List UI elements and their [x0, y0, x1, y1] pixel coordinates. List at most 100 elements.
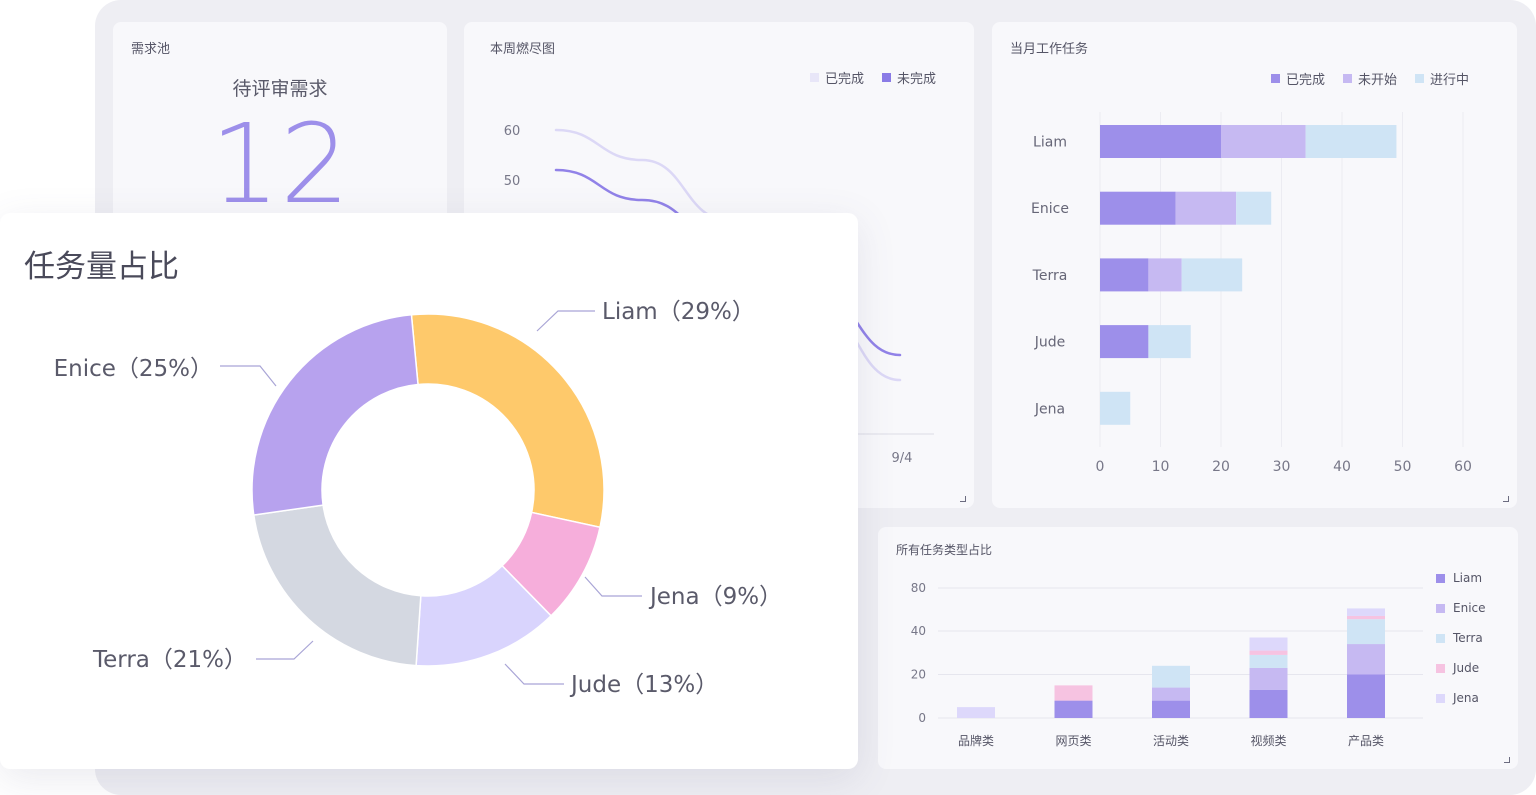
category-label: 活动类 — [1153, 734, 1189, 748]
category-label: Terra — [1032, 268, 1068, 284]
category-label: 网页类 — [1055, 734, 1091, 748]
legend-item: 未完成 — [881, 68, 936, 87]
slice-label: Enice（25%） — [54, 356, 213, 382]
resize-corner-icon[interactable] — [1503, 496, 1509, 502]
x-tick-label: 10 — [1152, 459, 1170, 475]
bar-segment — [1249, 667, 1288, 690]
y-tick-label: 0 — [918, 711, 926, 725]
bar-segment — [1148, 258, 1182, 292]
card-title: 当月工作任务 — [1010, 42, 1089, 57]
card-title: 所有任务类型占比 — [896, 543, 993, 557]
bar-segment — [1347, 615, 1385, 620]
category-label: Enice — [1031, 201, 1069, 217]
legend-swatch — [809, 73, 819, 82]
legend-label: Liam — [1453, 571, 1483, 585]
category-label: Jude — [1034, 335, 1066, 351]
legend-item: Jude — [1436, 661, 1486, 675]
bar-segment — [1152, 700, 1190, 718]
category-label: 品牌类 — [958, 734, 994, 748]
bar-segment — [1152, 687, 1190, 701]
x-tick-label: 60 — [1454, 459, 1472, 475]
slice-label: Jude（13%） — [569, 672, 718, 698]
legend-swatch — [881, 73, 891, 82]
x-tick-label: 9/4 — [892, 451, 913, 466]
legend-swatch — [1436, 573, 1445, 583]
legend-item: 进行中 — [1414, 69, 1469, 88]
bar-segment — [1100, 191, 1176, 225]
legend-swatch — [1414, 74, 1424, 83]
bar-segment — [1249, 689, 1288, 718]
resize-corner-icon[interactable] — [960, 496, 966, 502]
bar-segment — [1152, 665, 1190, 688]
bar-segment — [1347, 619, 1385, 645]
legend-label: 未完成 — [896, 72, 936, 87]
category-label: Liam — [1033, 135, 1067, 151]
legend-item: 已完成 — [1270, 69, 1325, 88]
legend-label: Jena — [1453, 691, 1479, 705]
leader-line — [584, 576, 642, 597]
legend-swatch — [1436, 633, 1445, 643]
legend-swatch — [1342, 74, 1352, 83]
slice-label: Terra（21%） — [92, 647, 247, 673]
pending-review-count: 12 — [210, 100, 350, 228]
slice-label: Jena（9%） — [648, 584, 782, 610]
leader-line — [504, 663, 564, 685]
legend-item: Enice — [1436, 601, 1486, 615]
category-label: 产品类 — [1348, 734, 1384, 748]
legend-label: 已完成 — [1285, 73, 1325, 88]
bar-segment — [1347, 608, 1385, 616]
legend-item: 已完成 — [809, 68, 864, 87]
burndown-legend: 已完成 未完成 — [809, 68, 936, 87]
task-share-card: 任务量占比 Liam（29%） Jena（9%） Jude（13%） Terra（21… — [0, 213, 858, 769]
task-types-card: 所有任务类型占比 0 20 40 80 品牌类 网页类 活动类 视频类 产品类 Liam Eni… — [878, 527, 1518, 769]
legend-label: 未开始 — [1357, 73, 1397, 88]
y-tick-label: 60 — [504, 124, 521, 139]
leader-line — [256, 640, 314, 660]
card-title: 本周燃尽图 — [490, 42, 556, 57]
legend-item: Terra — [1436, 631, 1486, 645]
task-types-legend: Liam Enice Terra Jude Jena — [1436, 571, 1486, 721]
monthly-tasks-chart: 0 10 20 30 40 50 60 Liam Enice Terra Jude Jena — [1031, 112, 1472, 475]
bar-segment — [1347, 644, 1385, 675]
y-tick-label: 40 — [911, 624, 926, 638]
bar-segment — [957, 707, 995, 718]
donut-slice-terra — [252, 504, 422, 667]
monthly-legend: 已完成 未开始 进行中 — [1270, 69, 1469, 88]
bar-segment — [1249, 650, 1288, 655]
legend-label: Enice — [1453, 601, 1486, 615]
bar-segment — [1100, 258, 1149, 292]
legend-swatch — [1436, 603, 1445, 613]
y-tick-label: 80 — [911, 581, 926, 595]
bar-segment — [1181, 258, 1243, 292]
bar-segment — [1221, 125, 1306, 158]
legend-item: 未开始 — [1342, 69, 1397, 88]
donut-slice-liam — [410, 313, 605, 529]
bar-segment — [1100, 325, 1149, 359]
bar-segment — [1175, 191, 1237, 225]
legend-item: Liam — [1436, 571, 1486, 585]
category-label: 视频类 — [1250, 733, 1286, 748]
resize-corner-icon[interactable] — [1504, 757, 1510, 763]
x-tick-label: 0 — [1096, 459, 1105, 475]
legend-item: Jena — [1436, 691, 1486, 705]
legend-label: 已完成 — [824, 72, 864, 87]
task-share-donut-chart: Liam（29%） Jena（9%） Jude（13%） Terra（21%） Enic… — [54, 299, 783, 698]
legend-swatch — [1436, 663, 1445, 673]
donut-slice-enice — [251, 313, 419, 516]
slice-label: Liam（29%） — [602, 299, 755, 325]
bar-segment — [1100, 125, 1221, 158]
card-title: 需求池 — [131, 42, 171, 57]
leader-line — [220, 365, 277, 387]
legend-swatch — [1270, 74, 1280, 83]
category-label: Jena — [1034, 401, 1065, 417]
x-tick-label: 20 — [1212, 459, 1230, 475]
x-tick-label: 30 — [1273, 459, 1291, 475]
card-title: 任务量占比 — [24, 249, 179, 285]
bar-segment — [1148, 325, 1191, 359]
legend-swatch — [1436, 693, 1445, 703]
x-tick-label: 40 — [1333, 459, 1351, 475]
bar-segment — [1054, 685, 1093, 701]
leader-line — [536, 310, 595, 332]
bar-segment — [1305, 125, 1397, 158]
task-types-chart: 0 20 40 80 品牌类 网页类 活动类 视频类 产品类 — [911, 581, 1423, 748]
